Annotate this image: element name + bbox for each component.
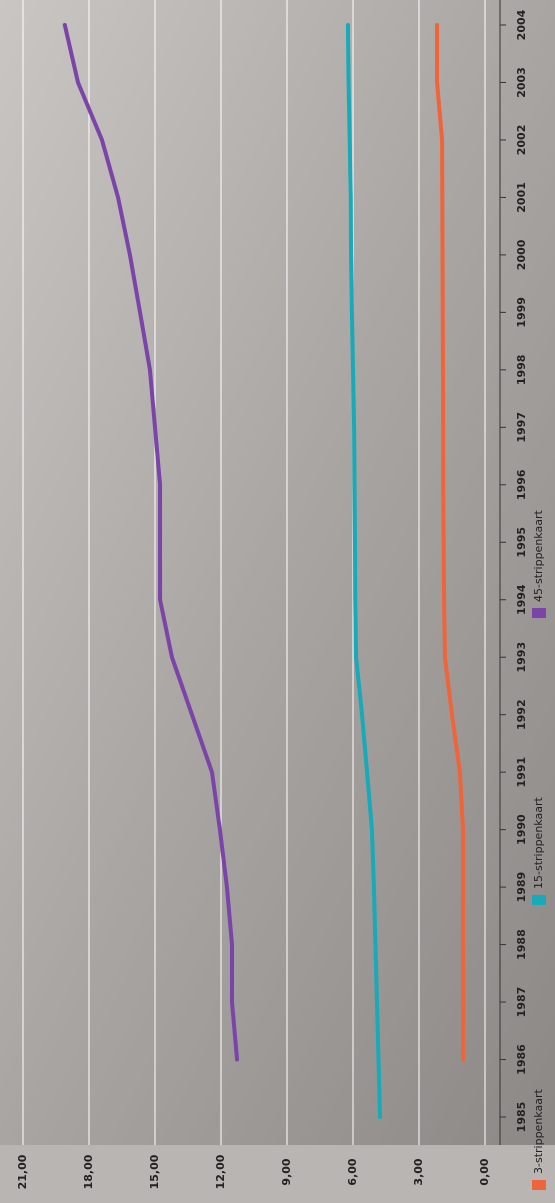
line-series: [62, 23, 240, 1062]
x-tick-label: 0,00: [478, 1158, 491, 1185]
y-tick-label: 1996: [515, 469, 528, 500]
y-tick-label: 1985: [515, 1102, 528, 1133]
background: [0, 0, 555, 1145]
y-tick-label: 1993: [515, 642, 528, 673]
line-series: [435, 23, 465, 1062]
y-tick-label: 1997: [515, 412, 528, 443]
legend-swatch: [532, 608, 546, 618]
legend-label: 15-strippenkaart: [532, 797, 545, 889]
x-tick-label: 9,00: [280, 1158, 293, 1185]
x-tick-label: 12,00: [214, 1154, 227, 1189]
y-tick-label: 1994: [515, 584, 528, 615]
x-tick-label: 3,00: [412, 1158, 425, 1185]
legend-label: 45-strippenkaart: [532, 510, 545, 602]
y-tick-label: 1987: [515, 987, 528, 1018]
y-tick-label: 2002: [515, 125, 528, 156]
x-tick-label: 21,00: [16, 1154, 29, 1189]
legend-swatch: [532, 1180, 546, 1190]
y-tick-label: 2000: [515, 239, 528, 270]
y-tick-label: 1990: [515, 814, 528, 845]
axis-band: [0, 1145, 555, 1203]
y-tick-label: 1986: [515, 1044, 528, 1075]
y-tick-label: 1998: [515, 355, 528, 386]
x-tick-label: 15,00: [148, 1154, 161, 1189]
y-tick-label: 2003: [515, 67, 528, 98]
legend-swatch: [532, 895, 546, 905]
x-tick-label: 6,00: [346, 1158, 359, 1185]
y-tick-label: 2001: [515, 182, 528, 213]
y-tick-label: 1989: [515, 872, 528, 903]
legend-label: 3-strippenkaart: [532, 1089, 545, 1174]
y-tick-label: 1995: [515, 527, 528, 558]
x-tick-label: 18,00: [82, 1154, 95, 1189]
y-tick-label: 1992: [515, 699, 528, 730]
line-series: [345, 23, 383, 1119]
y-tick-label: 1991: [515, 757, 528, 788]
y-tick-label: 1988: [515, 929, 528, 960]
y-tick-label: 2004: [515, 9, 528, 40]
y-tick-label: 1999: [515, 297, 528, 328]
